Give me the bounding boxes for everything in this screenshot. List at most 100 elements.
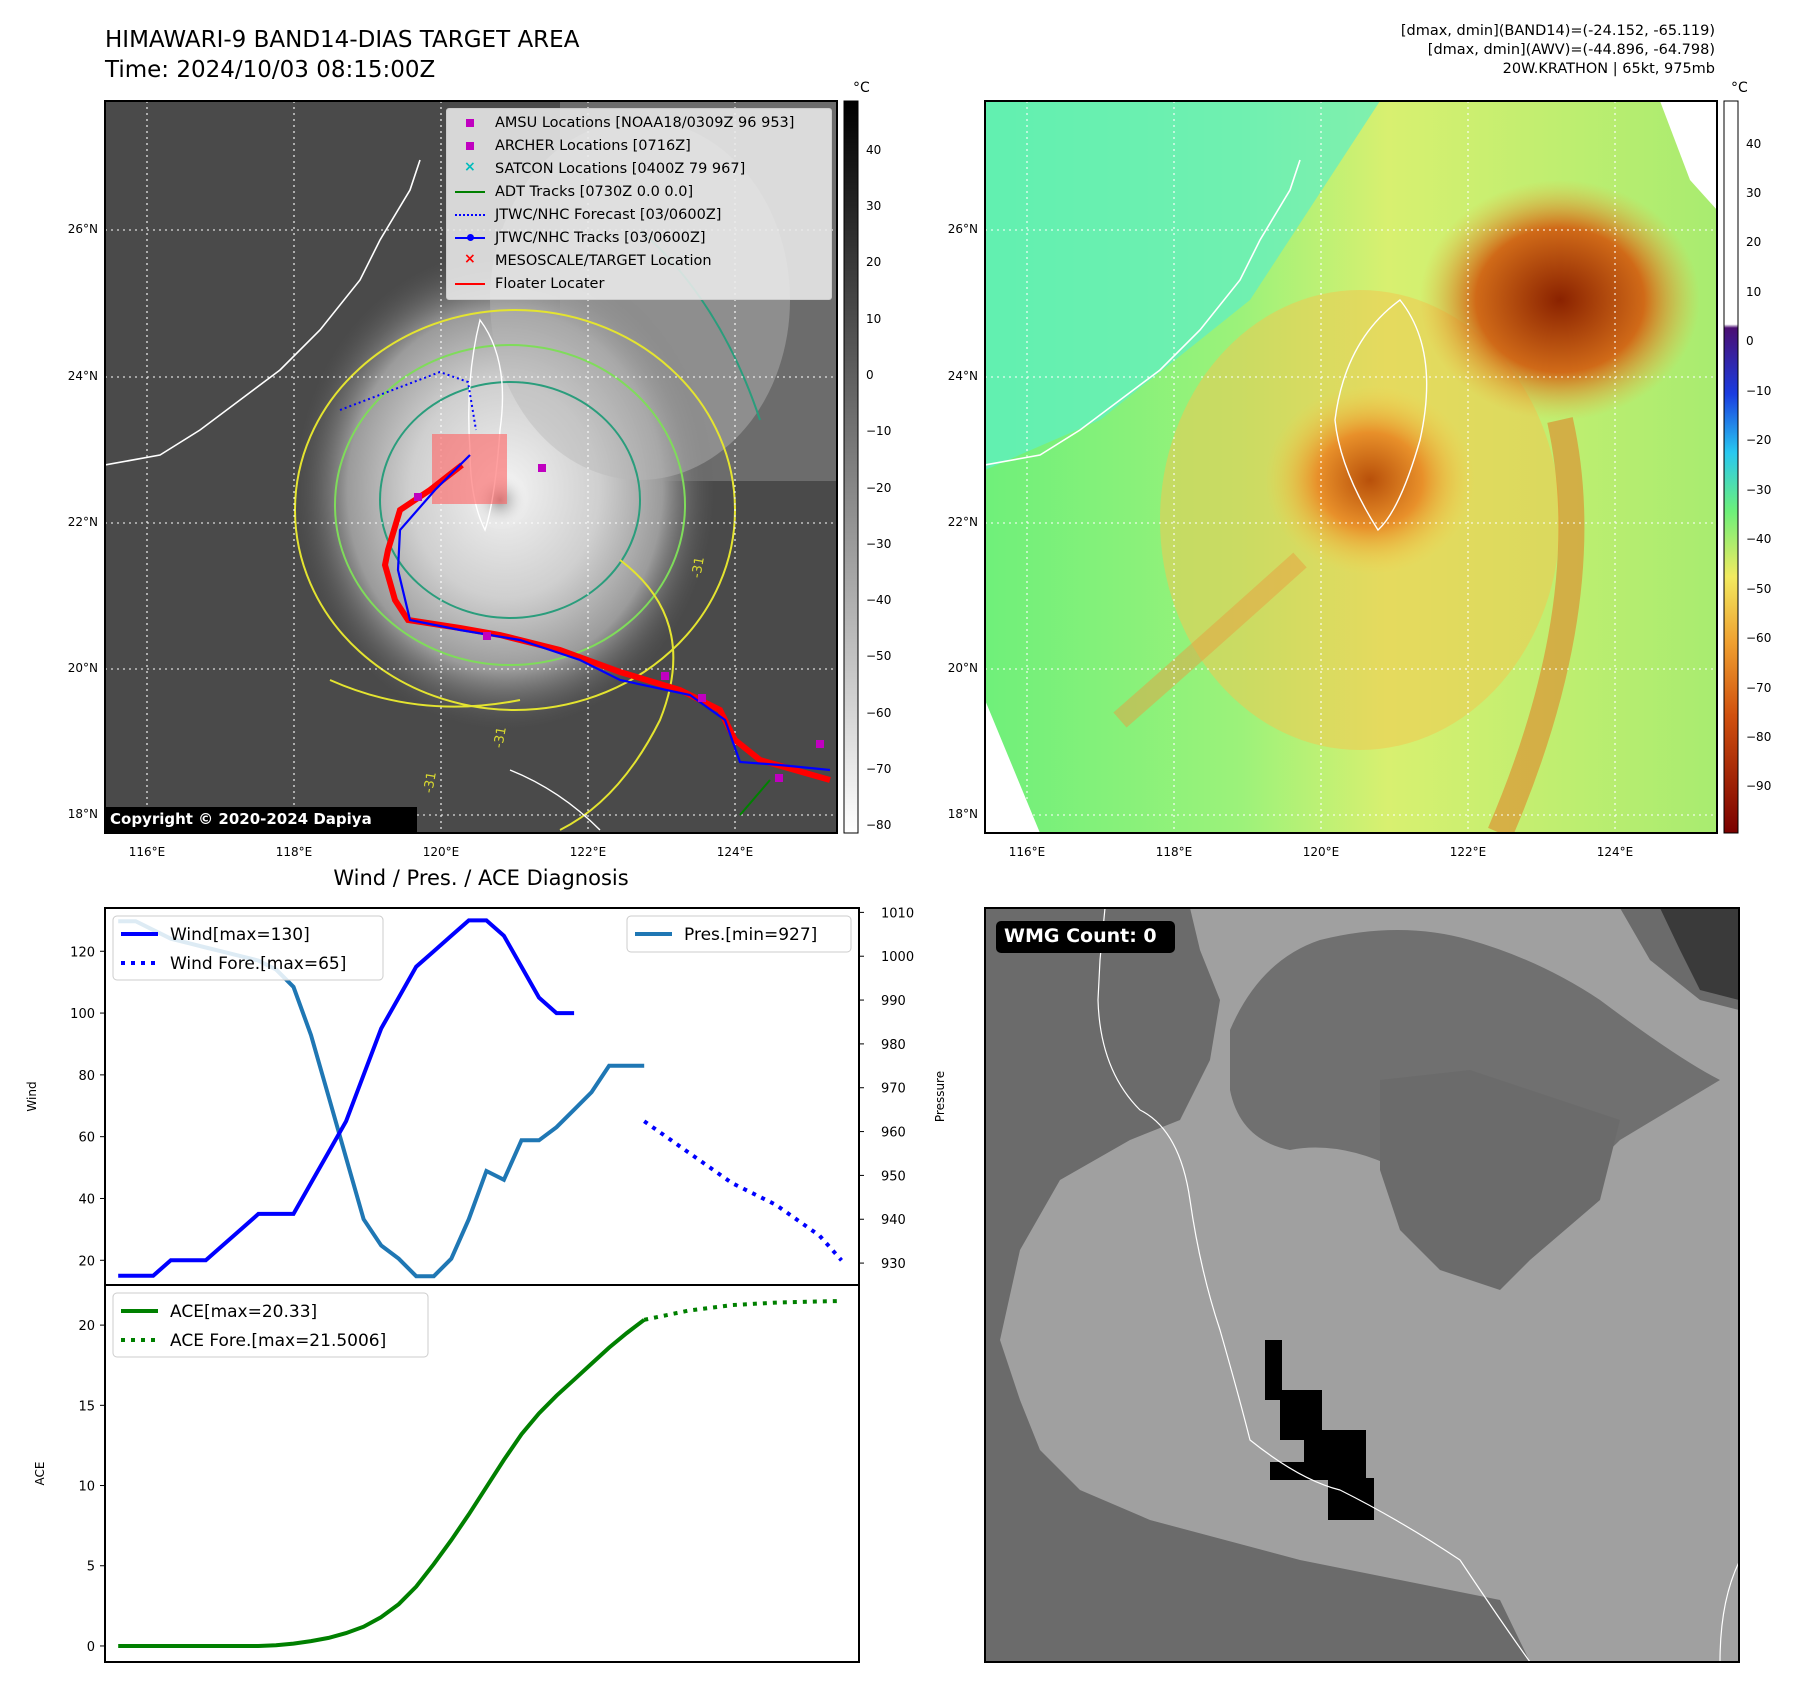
legend-text: Pres.[min=927] [684, 925, 817, 945]
legend-text: ACE Fore.[max=21.5006] [170, 1331, 386, 1351]
ace-y-tick-label: 5 [87, 1560, 95, 1575]
lon-tick-label-left: 116°E [128, 845, 166, 859]
ace-y-tick-label: 15 [78, 1399, 95, 1414]
colorbar-unit-right: °C [1731, 80, 1748, 96]
copyright-label: Copyright © 2020-2024 Dapiya [110, 810, 372, 828]
wind-axis-label: Wind [25, 1081, 39, 1111]
pressure-y-tick-label: 970 [881, 1082, 906, 1097]
legend-marker-icon [455, 230, 485, 246]
gray-colorbar-tick: 10 [866, 311, 882, 326]
adt-track [739, 779, 771, 816]
amsu-markers [414, 464, 824, 782]
lat-tick-label-right: 24°N [947, 369, 978, 383]
pressure-y-tick-label: 1000 [881, 950, 914, 965]
legend-label: Floater Locater [495, 276, 605, 292]
wmg-coastline [1097, 908, 1531, 1662]
lon-tick-label-right: 124°E [1596, 845, 1634, 859]
gray-colorbar-tick: −70 [866, 762, 892, 777]
lat-tick-label-left: 18°N [67, 807, 98, 821]
legend-marker-icon [455, 276, 485, 292]
contour-inner [379, 381, 641, 619]
info-line1: [dmax, dmin](BAND14)=(-24.152, -65.119) [1400, 23, 1715, 39]
legend-marker-icon [455, 184, 485, 200]
gray-colorbar-tick: −20 [866, 480, 892, 495]
pressure-y-tick-label: 990 [881, 994, 906, 1009]
legend-label: JTWC/NHC Forecast [03/0600Z] [495, 207, 722, 223]
gray-colorbar-tick: 30 [866, 198, 882, 213]
awv-colorbar-tick: −60 [1746, 631, 1772, 646]
jtwc-forecast-track [339, 370, 477, 431]
gray-colorbar-tick: 0 [866, 367, 874, 382]
awv-colorbar-tick: −90 [1746, 779, 1772, 794]
pressure-y-tick-label: 1010 [881, 906, 914, 921]
pressure-y-tick-label: 980 [881, 1038, 906, 1053]
legend-text: Wind Fore.[max=65] [170, 954, 346, 974]
pressure-y-tick-label: 950 [881, 1169, 906, 1184]
info-line2: [dmax, dmin](AWV)=(-44.896, -64.798) [1427, 42, 1715, 58]
ace-y-tick-label: 20 [78, 1319, 95, 1334]
legend-entry: ARCHER Locations [0716Z] [455, 136, 825, 156]
legend-marker-icon [455, 115, 485, 131]
wmg-badge-bg [996, 921, 1175, 953]
lat-tick-label-left: 20°N [67, 661, 98, 675]
gray-colorbar-tick: 20 [866, 255, 882, 270]
wmg-black-region [1265, 1340, 1374, 1520]
coastline-taiwan [468, 318, 504, 532]
wmg-count-badge: WMG Count: 0 [1004, 925, 1157, 947]
legend-marker-icon [455, 207, 485, 223]
awv-colorbar-tick: −50 [1746, 581, 1772, 596]
lat-tick-label-left: 24°N [67, 369, 98, 383]
ace-y-tick-label: 10 [78, 1480, 95, 1495]
lon-tick-label-right: 122°E [1449, 845, 1487, 859]
awv-colorbar-tick: −70 [1746, 680, 1772, 695]
legend-entry: × MESOSCALE/TARGET Location [455, 251, 825, 271]
wind-line [118, 918, 575, 1278]
ace-line [118, 1318, 646, 1648]
awv-colorbar-tick: −10 [1746, 383, 1772, 398]
dry-air-region [1420, 180, 1700, 420]
legend-marker-icon: × [464, 159, 476, 175]
legend-entry: × SATCON Locations [0400Z 79 967] [455, 159, 825, 179]
lon-tick-label-left: 120°E [422, 845, 460, 859]
gray-colorbar-tick: −80 [866, 818, 892, 833]
info-line3: 20W.KRATHON | 65kt, 975mb [1502, 61, 1715, 77]
figure-title-line2: Time: 2024/10/03 08:15:00Z [105, 57, 436, 83]
target-area-box [432, 434, 507, 504]
lat-tick-label-left: 26°N [67, 222, 98, 236]
legend-entry: ADT Tracks [0730Z 0.0 0.0] [455, 182, 825, 202]
diagnosis-title: Wind / Pres. / ACE Diagnosis [333, 866, 629, 890]
typhoon-core-awv [1265, 385, 1475, 575]
awv-colorbar-tick: 0 [1746, 334, 1754, 349]
ace-legend [112, 1292, 429, 1358]
legend-text: ACE[max=20.33] [170, 1302, 317, 1322]
awv-colorbar-tick: −20 [1746, 433, 1772, 448]
legend-entry: AMSU Locations [NOAA18/0309Z 96 953] [455, 113, 825, 133]
wind-y-tick-label: 60 [78, 1131, 95, 1146]
lon-tick-label-left: 124°E [716, 845, 754, 859]
map-legend: AMSU Locations [NOAA18/0309Z 96 953] ARCH… [446, 108, 832, 300]
awv-colorbar-tick: −40 [1746, 532, 1772, 547]
legend-marker-icon [455, 138, 485, 154]
pressure-y-tick-label: 930 [881, 1257, 906, 1272]
wind-y-tick-label: 40 [78, 1192, 95, 1207]
ace-axis-label: ACE [33, 1462, 47, 1486]
wind-y-tick-label: 100 [70, 1007, 95, 1022]
wind-y-tick-label: 120 [70, 945, 95, 960]
pressure-y-tick-label: 940 [881, 1213, 906, 1228]
gray-colorbar-tick: −30 [866, 536, 892, 551]
gray-colorbar-tick: −60 [866, 705, 892, 720]
legend-label: JTWC/NHC Tracks [03/0600Z] [495, 230, 706, 246]
awv-colorbar-tick: −30 [1746, 482, 1772, 497]
ace-y-tick-label: 0 [87, 1640, 95, 1655]
lat-tick-label-right: 22°N [947, 515, 978, 529]
lon-tick-label-right: 118°E [1155, 845, 1193, 859]
legend-entry: JTWC/NHC Tracks [03/0600Z] [455, 228, 825, 248]
awv-colorbar-tick: 40 [1746, 136, 1762, 151]
lon-tick-label-left: 118°E [275, 845, 313, 859]
figure-title-line1: HIMAWARI-9 BAND14-DIAS TARGET AREA [105, 27, 580, 53]
wind-forecast-line [643, 1119, 843, 1262]
jtwc-track [396, 454, 831, 772]
lat-tick-label-right: 18°N [947, 807, 978, 821]
gray-colorbar-tick: −50 [866, 649, 892, 664]
